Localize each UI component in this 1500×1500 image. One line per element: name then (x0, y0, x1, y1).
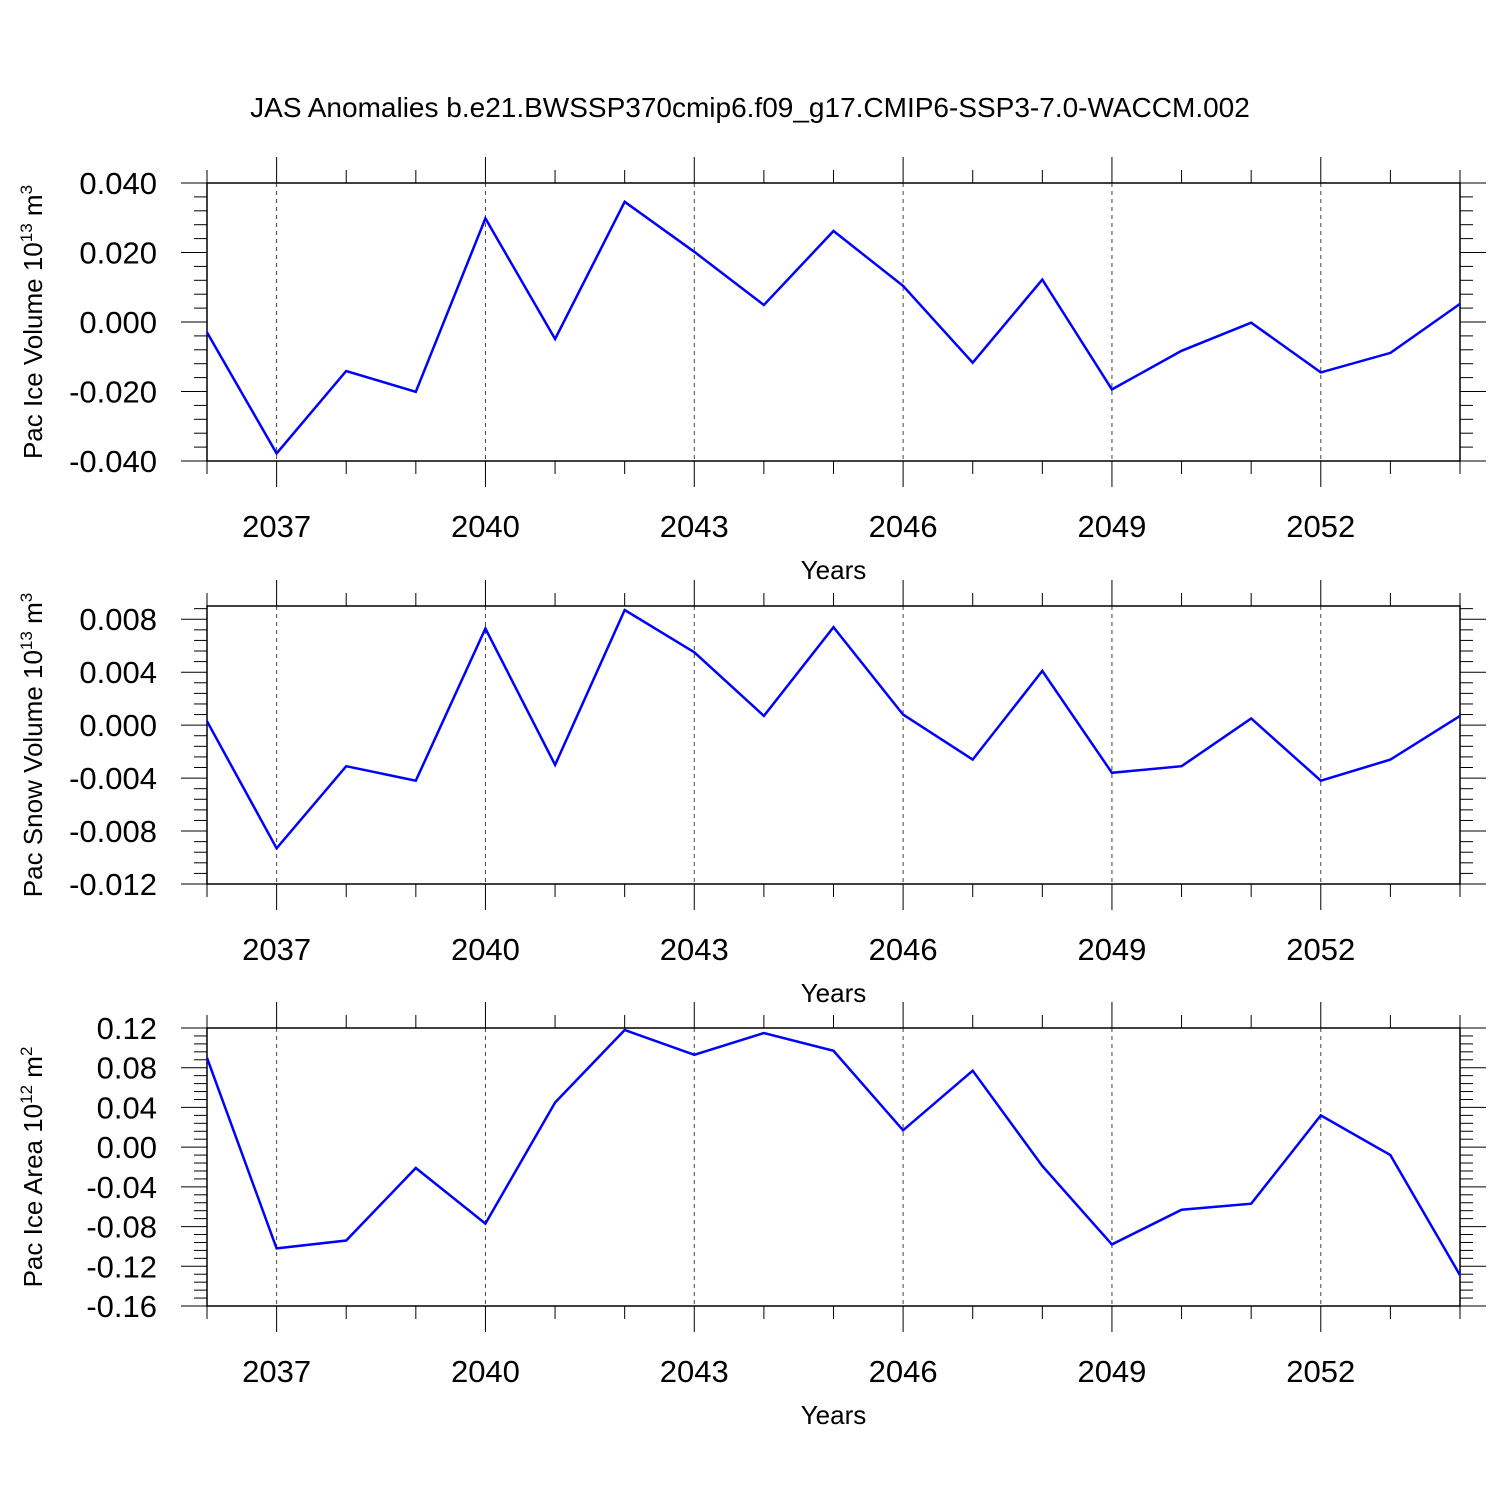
y-axis-label-unit: m (18, 602, 48, 631)
x-axis-label: Years (801, 978, 867, 1008)
x-tick-label: 2046 (869, 509, 938, 544)
y-tick-label: 0.000 (79, 708, 157, 743)
x-tick-label: 2040 (451, 509, 520, 544)
x-tick-label: 2037 (242, 509, 311, 544)
y-axis-label-text: Pac Snow Volume 10 (18, 650, 48, 897)
plot-frame (206, 182, 1461, 462)
x-tick-label: 2046 (869, 1354, 938, 1389)
x-tick-label: 2049 (1077, 932, 1146, 967)
x-tick-label: 2052 (1286, 509, 1355, 544)
x-tick-label: 2043 (660, 509, 729, 544)
y-axis-label-exponent: 13 (17, 223, 36, 242)
x-tick-label: 2049 (1077, 509, 1146, 544)
x-tick-label: 2052 (1286, 1354, 1355, 1389)
plot-frame (206, 605, 1461, 885)
x-axis-label: Years (801, 1400, 867, 1430)
y-axis-label: Pac Ice Area 1012 m2 (17, 1047, 48, 1288)
x-tick-label: 2043 (660, 932, 729, 967)
y-tick-label: 0.008 (79, 602, 157, 637)
y-axis-label-text: Pac Ice Area 10 (18, 1104, 48, 1288)
y-tick-label: 0.00 (97, 1130, 157, 1165)
y-axis-label: Pac Ice Volume 1013 m3 (17, 185, 48, 459)
y-tick-label: -0.040 (69, 444, 157, 479)
y-tick-label: -0.08 (86, 1210, 157, 1245)
x-tick-label: 2040 (451, 932, 520, 967)
plot-frame (206, 1027, 1461, 1307)
y-axis-label-unit-exponent: 2 (17, 1047, 36, 1056)
y-tick-label: 0.020 (79, 236, 157, 271)
y-axis-label-unit: m (18, 194, 48, 223)
y-tick-label: 0.08 (97, 1051, 157, 1086)
y-tick-label: -0.004 (69, 761, 157, 796)
y-tick-label: -0.012 (69, 867, 157, 902)
y-tick-label: 0.040 (79, 166, 157, 201)
x-tick-label: 2037 (242, 1354, 311, 1389)
x-tick-label: 2049 (1077, 1354, 1146, 1389)
x-tick-label: 2052 (1286, 932, 1355, 967)
x-tick-label: 2037 (242, 932, 311, 967)
series-line-1 (205, 608, 1461, 851)
chart-panel-3: -0.16 -0.12 -0.08 -0.04 0.00 0.04 0.08 0.12 2037… (17, 1002, 1486, 1430)
series-line-1 (205, 1028, 1462, 1276)
figure-title: JAS Anomalies b.e21.BWSSP370cmip6.f09_g1… (250, 92, 1250, 123)
y-axis-label-unit: m (18, 1056, 48, 1085)
y-tick-label: 0.04 (97, 1090, 157, 1125)
chart-panel-1: -0.040 -0.020 0.000 0.020 0.040 2037 2040 2043 2… (17, 157, 1486, 585)
y-axis-label-unit-exponent: 3 (17, 593, 36, 602)
y-axis-label-text: Pac Ice Volume 10 (18, 242, 48, 459)
y-axis-label: Pac Snow Volume 1013 m3 (17, 593, 48, 897)
y-axis-label-exponent: 13 (17, 631, 36, 650)
y-tick-label: -0.16 (86, 1289, 157, 1324)
x-tick-label: 2043 (660, 1354, 729, 1389)
x-tick-label: 2040 (451, 1354, 520, 1389)
y-tick-label: 0.000 (79, 305, 157, 340)
y-axis-label-exponent: 12 (17, 1085, 36, 1104)
x-axis-label: Years (801, 555, 867, 585)
chart-panel-2: -0.012 -0.008 -0.004 0.000 0.004 0.008 2037 204… (17, 580, 1486, 1008)
x-tick-label: 2046 (869, 932, 938, 967)
y-tick-label: -0.04 (86, 1170, 157, 1205)
series-line-1 (205, 199, 1461, 456)
y-tick-label: -0.020 (69, 375, 157, 410)
y-tick-label: -0.12 (86, 1249, 157, 1284)
y-tick-label: -0.008 (69, 814, 157, 849)
y-tick-label: 0.004 (79, 655, 157, 690)
y-axis-label-unit-exponent: 3 (17, 185, 36, 194)
y-tick-label: 0.12 (97, 1011, 157, 1046)
